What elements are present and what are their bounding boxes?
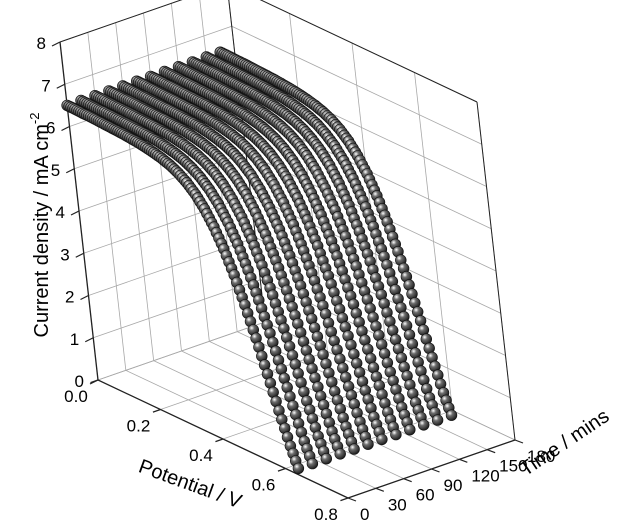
- z-tick: [65, 168, 75, 174]
- x-tick-label: 0.8: [314, 505, 338, 521]
- x-tick-label: 0.2: [127, 417, 151, 436]
- series-t0: [61, 99, 305, 475]
- z-tick: [80, 294, 89, 301]
- data-point: [334, 448, 346, 460]
- back-wall-gridline: [64, 25, 232, 85]
- x-tick: [215, 438, 224, 443]
- y-tick: [375, 487, 385, 492]
- series-t60: [117, 80, 360, 455]
- x-tick: [340, 497, 349, 502]
- series-t135: [186, 56, 430, 431]
- y-tick: [486, 449, 496, 454]
- z-tick-label: 7: [41, 76, 50, 95]
- y-axis-title: Time / mins: [516, 405, 613, 481]
- top-right-edge: [259, 0, 478, 103]
- series-t165: [214, 46, 458, 421]
- data-point: [418, 419, 430, 431]
- z-tick: [51, 41, 61, 47]
- data-point: [404, 424, 416, 436]
- data-point: [431, 414, 444, 426]
- x-tick: [277, 467, 286, 472]
- series-t75: [131, 75, 374, 450]
- data-point: [376, 433, 388, 446]
- series-t120: [172, 60, 416, 436]
- y-tick-label: 120: [471, 466, 499, 485]
- z-tick-label: 6: [46, 119, 55, 138]
- series-t90: [144, 70, 388, 446]
- floor-gridline: [125, 369, 377, 489]
- y-tick: [403, 478, 412, 483]
- z-tick: [75, 252, 85, 258]
- z-axis-title-main: Current density / mA cm: [31, 124, 53, 337]
- z-tick: [61, 125, 70, 132]
- z-tick-label: 2: [65, 288, 74, 307]
- z-tick-label: 3: [60, 245, 69, 264]
- y-tick-label: 180: [527, 447, 555, 466]
- z-axis-title: Current density / mA cm-2: [27, 113, 53, 338]
- series-t45: [103, 85, 346, 460]
- right-wall-gridline: [231, 25, 482, 145]
- y-tick: [347, 497, 357, 502]
- data-point: [362, 438, 374, 450]
- data-point: [292, 462, 305, 475]
- z-tick: [70, 210, 80, 216]
- series-t105: [158, 65, 402, 441]
- y-tick-label: 0: [360, 505, 369, 521]
- series-t150: [200, 51, 444, 426]
- top-back-edge: [59, 0, 183, 43]
- z-tick-label: 8: [37, 34, 46, 53]
- x-tick: [152, 408, 161, 413]
- series-t15: [75, 94, 319, 470]
- z-tick: [84, 337, 94, 343]
- z-tick: [56, 83, 66, 89]
- y-tick-label: 30: [388, 495, 407, 514]
- x-tick-label: 0.6: [252, 476, 276, 495]
- x-tick-label: 0.4: [189, 446, 213, 465]
- z-tick-label: 4: [56, 203, 65, 222]
- z-tick-label: 1: [70, 330, 79, 349]
- data-point: [390, 428, 402, 441]
- data-layer: [61, 46, 458, 475]
- right-vertical-edge: [476, 101, 516, 441]
- z-tick-label: 0: [75, 372, 84, 391]
- x-tick-label: 0.0: [64, 387, 88, 406]
- y-tick: [514, 439, 524, 444]
- data-point: [306, 457, 319, 470]
- y-tick-label: 90: [444, 476, 463, 495]
- series-t30: [89, 89, 332, 465]
- data-point: [320, 453, 332, 465]
- data-point: [445, 409, 458, 421]
- z-tick: [89, 379, 99, 385]
- data-point: [348, 443, 360, 455]
- y-tick-label: 150: [499, 457, 527, 476]
- y-tick: [459, 458, 468, 463]
- y-tick: [431, 468, 440, 473]
- z-axis-title-superscript: -2: [27, 113, 42, 125]
- back-wall-gridline: [93, 279, 261, 339]
- y-tick-label: 60: [416, 486, 435, 505]
- z-tick-label: 5: [51, 161, 60, 180]
